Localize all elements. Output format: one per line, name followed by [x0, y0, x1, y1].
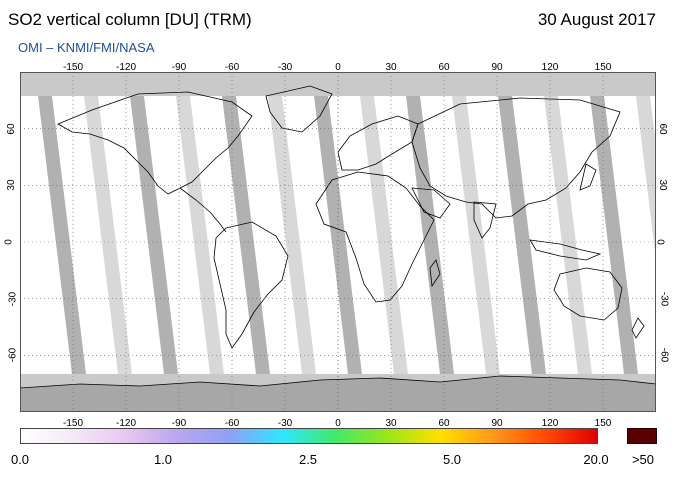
orbit-swath-strip: [406, 96, 454, 374]
indonesia-coastline: [529, 239, 602, 261]
orbit-swath-strip: [38, 96, 86, 374]
colorbar-gradient: [21, 429, 597, 443]
continent-outlines: [57, 85, 645, 349]
orbit-swath-strip: [176, 96, 224, 374]
map-date: 30 August 2017: [537, 10, 656, 29]
lon-tick-top: 60: [438, 62, 450, 73]
orbit-swath-strip: [314, 96, 362, 374]
lon-tick-top: 90: [491, 62, 503, 73]
lat-lon-grid: [20, 72, 656, 412]
lon-tick-top: -60: [224, 62, 240, 73]
lon-tick-bottom: 90: [491, 418, 503, 429]
orbit-swath-strip: [544, 96, 592, 374]
lat-tick-left: 30: [6, 179, 18, 191]
orbit-swath-strip: [590, 96, 638, 374]
colorbar-label-3: 5.0: [442, 452, 462, 467]
orbit-swath-strip: [84, 96, 132, 374]
orbit-swath-strip: [268, 96, 316, 374]
lon-tick-top: 150: [594, 62, 612, 73]
orbit-swath-strip: [636, 96, 656, 260]
so2-world-map: [20, 72, 656, 412]
south-america-coastline: [213, 221, 289, 349]
australia-coastline: [553, 267, 623, 321]
orbit-swath-strip: [452, 96, 500, 374]
central-america-coastline: [179, 187, 227, 233]
lon-tick-bottom: 0: [335, 418, 341, 429]
lon-tick-bottom: 60: [438, 418, 450, 429]
lon-tick-top: 0: [335, 62, 341, 73]
lat-tick-left: -60: [7, 348, 19, 363]
lon-tick-bottom: -90: [171, 418, 187, 429]
lat-tick-left: -30: [7, 291, 19, 306]
lat-tick-right: 30: [657, 179, 669, 191]
japan-coastline: [579, 163, 597, 191]
lat-tick-right: -60: [658, 348, 670, 363]
colorbar-label-2: 2.5: [298, 452, 318, 467]
lon-tick-bottom: 120: [541, 418, 559, 429]
orbit-swath-strip: [222, 96, 270, 374]
india-coastline: [473, 201, 497, 239]
lon-tick-top: -30: [277, 62, 293, 73]
lon-tick-top: -90: [171, 62, 187, 73]
north-america-coastline: [57, 91, 253, 195]
lon-tick-bottom: 30: [385, 418, 397, 429]
lon-tick-bottom: -150: [62, 418, 84, 429]
lon-tick-top: -150: [62, 62, 84, 73]
data-credit: OMI – KNMI/FMI/NASA: [18, 40, 155, 55]
arabian-peninsula-coastline: [411, 187, 451, 219]
map-title: SO2 vertical column [DU] (TRM): [8, 10, 252, 29]
lon-tick-bottom: 150: [594, 418, 612, 429]
lon-tick-bottom: -120: [115, 418, 137, 429]
lat-tick-right: 60: [657, 123, 669, 135]
lat-tick-left: 60: [6, 123, 18, 135]
new-zealand-coastline: [631, 317, 645, 339]
colorbar-label-1: 1.0: [153, 452, 173, 467]
madagascar-coastline: [429, 259, 441, 288]
lon-tick-top: 120: [541, 62, 559, 73]
lon-tick-top: -120: [115, 62, 137, 73]
colorbar-label-4: 20.0: [583, 452, 609, 467]
orbit-swath-strip: [498, 96, 546, 374]
so2-colorbar: [20, 428, 598, 444]
asia-coastline: [411, 97, 621, 219]
colorbar-label-5: >50: [631, 452, 655, 467]
colorbar-label-0: 0.0: [10, 452, 30, 467]
lon-tick-top: 30: [385, 62, 397, 73]
lon-tick-bottom: -30: [277, 418, 293, 429]
map-frame: [20, 72, 656, 412]
colorbar-overflow-swatch: [627, 428, 657, 444]
lat-tick-right: -30: [658, 291, 670, 306]
lon-tick-bottom: -60: [224, 418, 240, 429]
lat-tick-left: 0: [3, 239, 15, 245]
africa-coastline: [315, 171, 435, 303]
greenland-coastline: [265, 85, 333, 133]
